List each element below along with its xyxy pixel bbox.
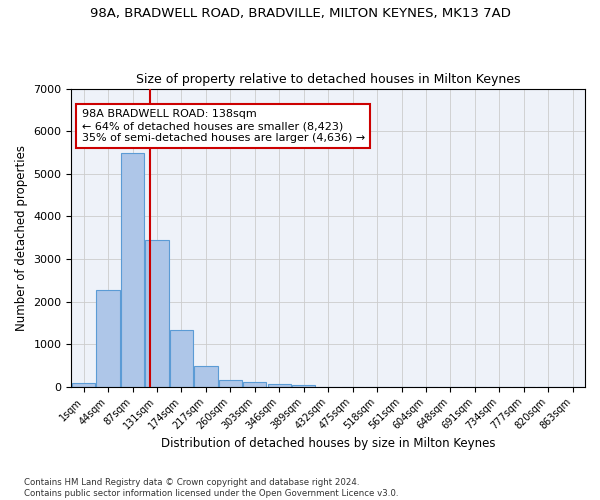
Bar [97, 290, 120, 386]
Bar [268, 384, 291, 386]
Title: Size of property relative to detached houses in Milton Keynes: Size of property relative to detached ho… [136, 73, 520, 86]
Bar [121, 154, 144, 386]
Y-axis label: Number of detached properties: Number of detached properties [15, 144, 28, 330]
Bar [72, 384, 95, 386]
Text: Contains HM Land Registry data © Crown copyright and database right 2024.
Contai: Contains HM Land Registry data © Crown c… [24, 478, 398, 498]
Bar [145, 240, 169, 386]
Bar [219, 380, 242, 386]
Bar [243, 382, 266, 386]
Bar [194, 366, 218, 386]
Bar [170, 330, 193, 386]
X-axis label: Distribution of detached houses by size in Milton Keynes: Distribution of detached houses by size … [161, 437, 496, 450]
Text: 98A, BRADWELL ROAD, BRADVILLE, MILTON KEYNES, MK13 7AD: 98A, BRADWELL ROAD, BRADVILLE, MILTON KE… [89, 8, 511, 20]
Text: 98A BRADWELL ROAD: 138sqm
← 64% of detached houses are smaller (8,423)
35% of se: 98A BRADWELL ROAD: 138sqm ← 64% of detac… [82, 110, 365, 142]
